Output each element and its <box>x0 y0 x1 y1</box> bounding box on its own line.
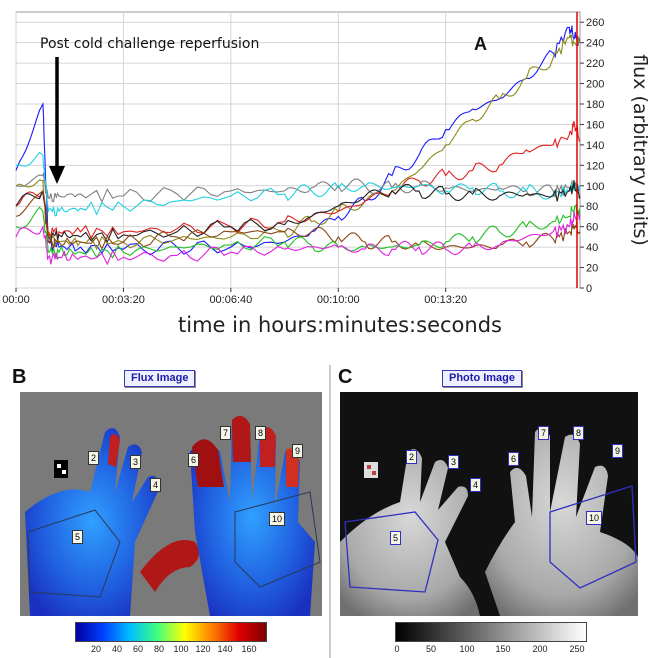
plot-area <box>15 11 581 289</box>
panel-b-label: B <box>12 366 27 388</box>
scale-tick: 120 <box>195 644 211 654</box>
series-line <box>15 151 581 217</box>
scale-tick: 0 <box>394 644 400 654</box>
panel-a-label: A <box>474 34 487 54</box>
y-tick-label: 120 <box>586 160 604 172</box>
series-line <box>15 172 581 204</box>
annotation-arrow-head <box>49 166 65 184</box>
roi-label: 9 <box>612 444 624 458</box>
roi-label: 5 <box>390 531 402 545</box>
roi-label: 4 <box>470 478 482 492</box>
x-tick-label: 00:03:20 <box>102 294 145 306</box>
y-tick-label: 60 <box>586 222 598 234</box>
flux-image <box>20 392 322 616</box>
roi-label: 10 <box>269 512 286 526</box>
x-axis-title: time in hours:minutes:seconds <box>178 313 502 337</box>
y-tick-label: 160 <box>586 119 604 131</box>
roi-label: 2 <box>88 451 100 465</box>
y-tick-label: 100 <box>586 181 604 193</box>
roi-label: 8 <box>573 426 585 440</box>
y-tick-label: 200 <box>586 79 604 91</box>
y-tick-label: 260 <box>586 17 604 29</box>
x-tick-label: 00:06:40 <box>209 294 252 306</box>
y-tick-label: 140 <box>586 140 604 152</box>
roi-label: 7 <box>538 426 550 440</box>
scale-tick: 100 <box>173 644 189 654</box>
series-line <box>15 211 581 266</box>
scale-tick: 160 <box>241 644 257 654</box>
y-tick-label: 220 <box>586 58 604 70</box>
scale-tick: 40 <box>111 644 123 654</box>
annotation-text: Post cold challenge reperfusion <box>40 36 259 52</box>
roi-label: 9 <box>292 444 304 458</box>
series-line <box>15 25 581 256</box>
roi-label: 4 <box>150 478 162 492</box>
roi-label: 6 <box>508 452 520 466</box>
roi-label: 8 <box>255 426 267 440</box>
series-line <box>15 203 581 259</box>
y-tick-label: 20 <box>586 263 598 275</box>
scale-tick: 150 <box>495 644 511 654</box>
roi-label: 10 <box>586 511 603 525</box>
scale-tick: 100 <box>459 644 475 654</box>
series-line <box>15 189 581 251</box>
y-tick-label: 80 <box>586 201 598 213</box>
photo-gray-scale <box>395 622 587 642</box>
scale-tick: 200 <box>532 644 548 654</box>
roi-label: 3 <box>448 455 460 469</box>
scale-tick: 250 <box>569 644 585 654</box>
roi-label: 5 <box>72 530 84 544</box>
x-tick-label: 00:00 <box>2 294 30 306</box>
scale-tick: 50 <box>425 644 437 654</box>
y-tick-label: 240 <box>586 38 604 50</box>
scale-tick: 60 <box>132 644 144 654</box>
y-tick-label: 40 <box>586 242 598 254</box>
x-tick-label: 00:10:00 <box>317 294 360 306</box>
roi-label: 2 <box>406 450 418 464</box>
flux-chart: 0 20 40 60 80 100 120 140 160 180 200 220 240 260 00:0… <box>2 11 604 306</box>
y-tick-label: 180 <box>586 99 604 111</box>
scale-tick: 80 <box>153 644 165 654</box>
panel-divider <box>329 365 331 658</box>
flux-image-button[interactable]: Flux Image <box>124 370 196 387</box>
y-axis-title: flux (arbitrary units) <box>629 54 651 246</box>
flux-color-scale <box>75 622 267 642</box>
roi-label: 7 <box>220 426 232 440</box>
photo-image-button[interactable]: Photo Image <box>442 370 523 387</box>
scale-tick: 140 <box>217 644 233 654</box>
photo-image <box>340 392 638 616</box>
y-tick-label: 0 <box>586 283 592 295</box>
roi-label: 6 <box>188 453 200 467</box>
series-line <box>15 179 581 244</box>
panel-c-label: C <box>338 366 353 388</box>
series-line <box>15 121 581 240</box>
roi-label: 3 <box>130 455 142 469</box>
scale-tick: 20 <box>90 644 102 654</box>
series-line <box>15 34 581 251</box>
x-tick-label: 00:13:20 <box>424 294 467 306</box>
